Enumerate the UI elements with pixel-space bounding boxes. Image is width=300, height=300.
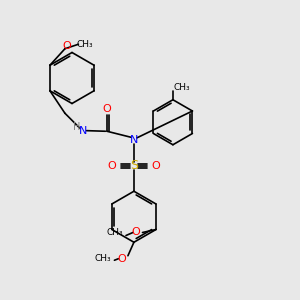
Text: S: S	[130, 159, 138, 172]
Text: O: O	[152, 161, 160, 171]
Text: O: O	[131, 227, 140, 238]
Text: O: O	[62, 41, 71, 51]
Text: CH₃: CH₃	[106, 228, 123, 237]
Text: O: O	[117, 254, 126, 264]
Text: CH₃: CH₃	[77, 40, 93, 49]
Text: O: O	[103, 104, 111, 114]
Text: CH₃: CH₃	[95, 254, 111, 263]
Text: N: N	[79, 126, 88, 136]
Text: H: H	[73, 122, 80, 132]
Text: N: N	[130, 135, 138, 145]
Text: O: O	[108, 161, 116, 171]
Text: CH₃: CH₃	[173, 83, 190, 92]
